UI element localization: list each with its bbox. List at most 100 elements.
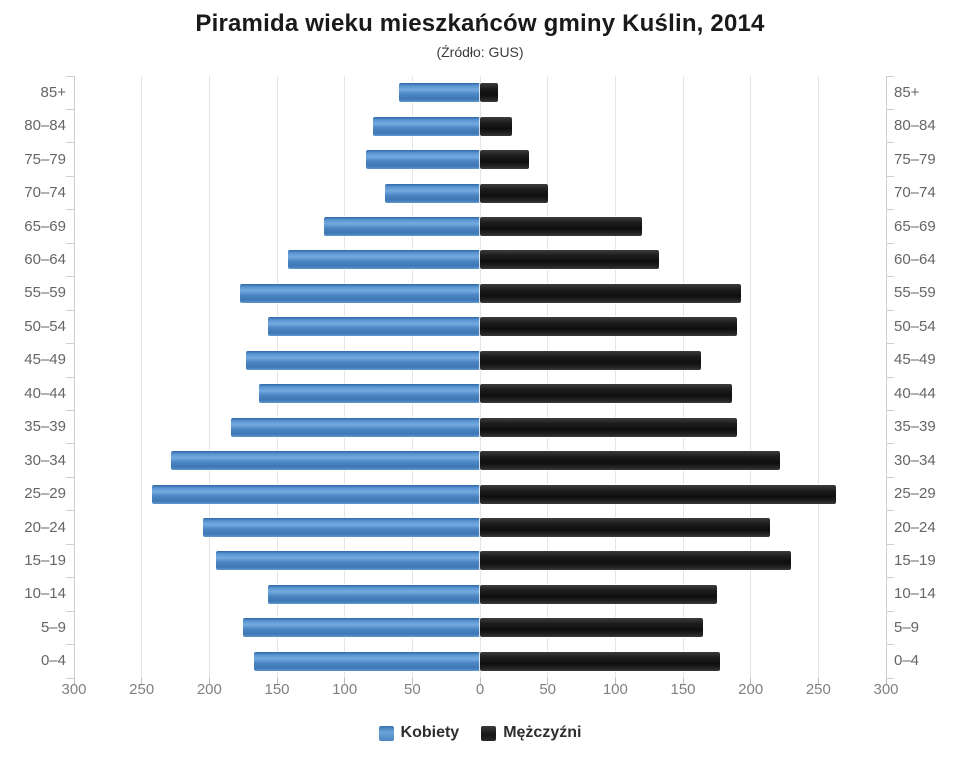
left-axis-tick bbox=[66, 175, 74, 177]
x-axis-label: 50 bbox=[403, 681, 421, 698]
chart-subtitle: (Źródło: GUS) bbox=[436, 44, 524, 60]
bar-mezczyzni-10–14[interactable] bbox=[480, 584, 717, 604]
bar-mezczyzni-40–44[interactable] bbox=[480, 384, 732, 404]
x-axis-tick bbox=[885, 678, 887, 685]
legend-item-mezczyzni[interactable]: Mężczyźni bbox=[481, 724, 581, 742]
age-group-label-left: 70–74 bbox=[24, 184, 66, 202]
left-axis-line bbox=[73, 76, 75, 678]
age-group-label-right: 65–69 bbox=[894, 217, 936, 235]
bar-kobiety-45–49[interactable] bbox=[245, 350, 480, 370]
x-axis-tick bbox=[682, 678, 684, 685]
bar-mezczyzni-35–39[interactable] bbox=[480, 417, 738, 437]
chart-title: Piramida wieku mieszkańców gminy Kuślin,… bbox=[195, 10, 765, 37]
x-axis-tick bbox=[276, 678, 278, 685]
bar-mezczyzni-30–34[interactable] bbox=[480, 451, 781, 471]
left-axis-tick bbox=[66, 677, 74, 679]
gridline bbox=[479, 76, 481, 678]
right-axis-tick bbox=[886, 343, 894, 345]
bar-kobiety-35–39[interactable] bbox=[230, 417, 480, 437]
age-group-label-left: 0–4 bbox=[40, 652, 66, 670]
gridline bbox=[750, 76, 752, 678]
right-axis-tick bbox=[886, 476, 894, 478]
bar-kobiety-80–84[interactable] bbox=[373, 116, 480, 136]
legend-label-mezczyzni: Mężczyźni bbox=[503, 724, 582, 741]
bar-kobiety-70–74[interactable] bbox=[385, 183, 480, 203]
x-axis-label: 100 bbox=[602, 681, 628, 698]
left-axis-tick bbox=[66, 510, 74, 512]
left-axis-tick bbox=[66, 409, 74, 411]
left-axis-tick bbox=[66, 610, 74, 612]
right-axis-tick bbox=[886, 175, 894, 177]
x-axis-tick bbox=[73, 678, 75, 685]
age-group-label-right: 60–64 bbox=[894, 250, 936, 268]
left-axis-tick bbox=[66, 276, 74, 278]
right-axis-tick bbox=[886, 209, 894, 211]
bar-mezczyzni-50–54[interactable] bbox=[480, 317, 738, 337]
bar-mezczyzni-55–59[interactable] bbox=[480, 283, 742, 303]
bar-mezczyzni-0–4[interactable] bbox=[480, 651, 720, 671]
age-group-label-right: 15–19 bbox=[894, 551, 936, 569]
age-group-label-right: 10–14 bbox=[894, 585, 936, 603]
x-axis-label: 300 bbox=[61, 681, 87, 698]
bar-mezczyzni-25–29[interactable] bbox=[480, 484, 836, 504]
bar-kobiety-40–44[interactable] bbox=[259, 384, 480, 404]
x-axis-label: 150 bbox=[264, 681, 290, 698]
bar-mezczyzni-45–49[interactable] bbox=[480, 350, 701, 370]
bar-kobiety-10–14[interactable] bbox=[267, 584, 480, 604]
bar-mezczyzni-80–84[interactable] bbox=[480, 116, 513, 136]
age-group-label-left: 15–19 bbox=[24, 551, 66, 569]
right-axis-tick bbox=[886, 610, 894, 612]
bar-kobiety-55–59[interactable] bbox=[240, 283, 480, 303]
gridline bbox=[817, 76, 819, 678]
x-axis-tick bbox=[141, 678, 143, 685]
age-group-label-right: 45–49 bbox=[894, 351, 936, 369]
left-axis-tick bbox=[66, 577, 74, 579]
bar-mezczyzni-15–19[interactable] bbox=[480, 551, 792, 571]
bar-kobiety-75–79[interactable] bbox=[366, 150, 480, 170]
age-group-label-right: 85+ bbox=[894, 83, 920, 101]
age-group-label-left: 10–14 bbox=[24, 585, 66, 603]
age-group-label-right: 75–79 bbox=[894, 150, 936, 168]
bar-mezczyzni-60–64[interactable] bbox=[480, 250, 659, 270]
age-group-label-right: 70–74 bbox=[894, 184, 936, 202]
age-group-label-left: 55–59 bbox=[24, 284, 66, 302]
x-axis-tick bbox=[411, 678, 413, 685]
legend-item-kobiety[interactable]: Kobiety bbox=[378, 724, 459, 742]
bar-kobiety-25–29[interactable] bbox=[152, 484, 480, 504]
bar-mezczyzni-65–69[interactable] bbox=[480, 217, 643, 236]
age-group-label-left: 45–49 bbox=[24, 351, 66, 369]
bar-mezczyzni-70–74[interactable] bbox=[480, 183, 548, 203]
right-axis-tick bbox=[886, 75, 894, 77]
bar-kobiety-5–9[interactable] bbox=[243, 618, 480, 638]
bar-kobiety-15–19[interactable] bbox=[216, 551, 480, 571]
x-axis-label: 50 bbox=[539, 681, 556, 698]
age-group-label-right: 30–34 bbox=[894, 451, 936, 469]
bar-kobiety-0–4[interactable] bbox=[253, 651, 480, 671]
gridline bbox=[614, 76, 616, 678]
x-axis-label: 200 bbox=[196, 681, 222, 698]
bar-kobiety-50–54[interactable] bbox=[267, 317, 480, 337]
gridline bbox=[276, 76, 278, 678]
bar-mezczyzni-85+[interactable] bbox=[480, 83, 498, 103]
bar-kobiety-60–64[interactable] bbox=[287, 250, 480, 270]
x-axis-tick bbox=[479, 678, 481, 685]
right-axis-tick bbox=[886, 577, 894, 579]
bar-kobiety-30–34[interactable] bbox=[171, 451, 480, 471]
legend: Kobiety Mężczyźni bbox=[0, 724, 960, 742]
bar-mezczyzni-5–9[interactable] bbox=[480, 618, 704, 638]
left-axis-tick bbox=[66, 242, 74, 244]
right-axis-tick bbox=[886, 242, 894, 244]
bar-mezczyzni-20–24[interactable] bbox=[480, 518, 770, 537]
age-group-label-left: 75–79 bbox=[24, 150, 66, 168]
gridline bbox=[344, 76, 346, 678]
age-group-label-right: 0–4 bbox=[894, 652, 920, 670]
bar-kobiety-65–69[interactable] bbox=[324, 217, 480, 236]
x-axis-label: 0 bbox=[475, 681, 485, 698]
left-axis-tick bbox=[66, 309, 74, 311]
bar-kobiety-20–24[interactable] bbox=[202, 518, 480, 537]
bar-mezczyzni-75–79[interactable] bbox=[480, 150, 529, 170]
age-group-label-left: 40–44 bbox=[24, 384, 66, 402]
bar-kobiety-85+[interactable] bbox=[398, 83, 480, 103]
